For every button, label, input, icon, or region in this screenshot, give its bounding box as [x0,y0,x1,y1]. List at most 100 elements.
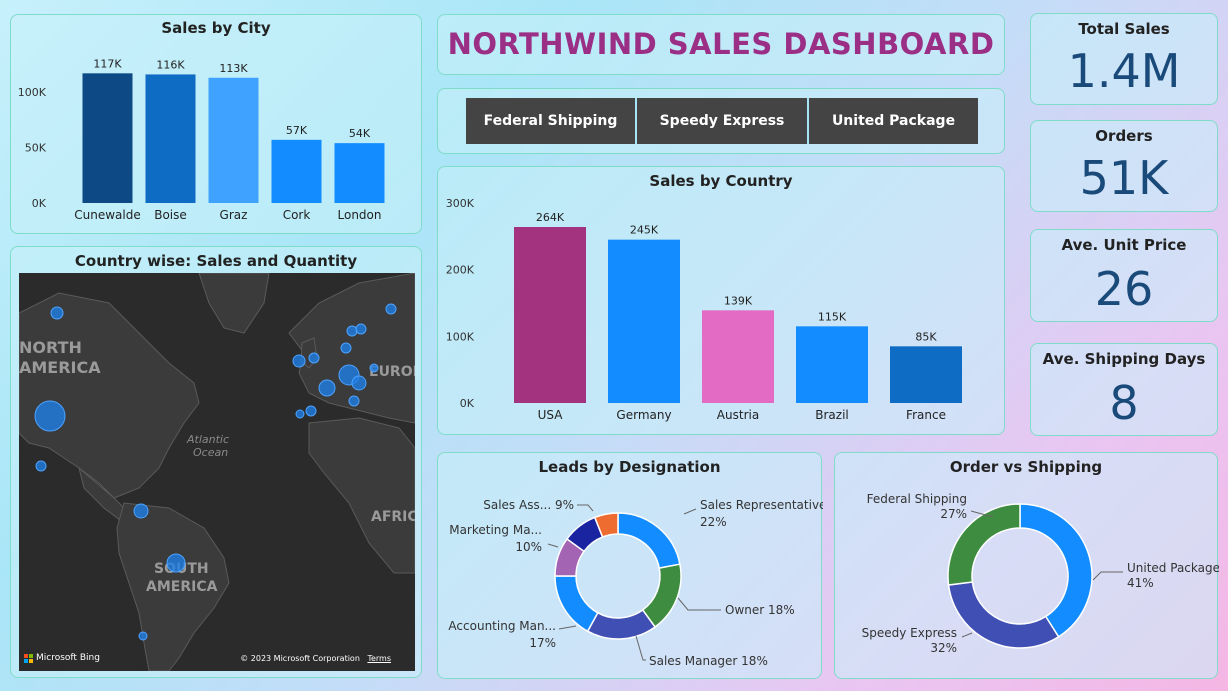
country-bar[interactable] [796,326,868,403]
leads-leader-line [577,504,594,512]
slicer-united-package-button[interactable]: United Package [809,98,978,144]
world-map[interactable]: NORTH AMERICA SOUTH AMERICA Atlantic Oce… [19,273,415,671]
slicer-speedy-express-button[interactable]: Speedy Express [637,98,809,144]
country-data-label: 139K [724,294,753,307]
country-data-label: 115K [818,310,847,323]
shipping-slice[interactable] [947,503,1021,586]
city-data-label: 113K [219,62,248,75]
kpi-orders-value: 51K [1079,151,1169,205]
city-data-label: 57K [286,124,308,137]
leads-by-designation-chart: Sales Representative 22% Owner 18% Sales Ma… [448,498,823,668]
country-category-label: Brazil [815,408,849,422]
leads-slice-label: Owner 18% [725,603,795,617]
kpi-orders-label: Orders [1095,127,1153,145]
city-category-label: London [338,208,382,222]
leads-slice[interactable] [593,512,619,538]
shipping-slice-label: Federal Shipping [867,492,967,506]
map-bubble [35,460,47,472]
title-card: NORTHWIND SALES DASHBOARD [437,14,1005,75]
map-bubble [318,379,336,397]
city-bar[interactable] [271,139,322,203]
order-vs-shipping-card: Order vs Shipping United Package 41% Speed… [834,452,1219,679]
country-ytick-label: 0K [460,397,475,410]
country-bar[interactable] [890,346,962,403]
map-svg: NORTH AMERICA SOUTH AMERICA Atlantic Oce… [19,273,415,671]
leads-slice-pct: 10% [515,540,542,554]
kpi-ave-unit-price-label: Ave. Unit Price [1061,236,1187,254]
kpi-ave-unit-price-value: 26 [1094,262,1154,316]
shipper-slicer-card: Federal Shipping Speedy Express United P… [437,88,1005,154]
city-bar[interactable] [82,73,133,203]
africa-landmass [308,417,415,574]
city-bar[interactable] [145,74,196,203]
dashboard-title: NORTHWIND SALES DASHBOARD [447,27,995,61]
country-bar[interactable] [608,239,680,403]
order-vs-shipping-title: Order vs Shipping [949,458,1103,476]
shipping-slice-pct: 41% [1127,576,1154,590]
kpi-total-sales-value: 1.4M [1067,44,1181,98]
leads-leader-line [558,625,577,630]
sales-by-country-card: Sales by Country 0K 100K 200K 300K 264K USA 24… [437,166,1005,435]
map-bubble [355,323,367,335]
city-category-label: Graz [220,208,248,222]
map-bubble [295,409,305,419]
greenland-landmass [198,273,270,334]
shipping-leader-line [1092,571,1123,581]
shipping-leader-line [970,510,994,518]
country-category-label: USA [538,408,564,422]
leads-slice[interactable] [617,512,681,570]
shipping-slice[interactable] [947,581,1060,649]
map-bubble [340,342,352,354]
north-america-landmass [19,292,200,499]
leads-slice-label: Accounting Man... [448,619,556,633]
leads-slice[interactable] [554,575,599,633]
map-bubble [351,375,367,391]
country-bar[interactable] [514,227,586,403]
map-label-europe: EUROPE [369,364,415,380]
leads-slice-pct: 17% [529,636,556,650]
city-ytick-label: 0K [32,197,47,210]
sales-by-city-card: Sales by City 0K 50K 100K 117K Cunewalde 116K… [10,14,422,234]
kpi-orders-card: Orders 51K [1030,120,1218,212]
city-bar[interactable] [334,143,385,203]
map-bubble [308,352,320,364]
map-attribution: © 2023 Microsoft Corporation Terms [240,654,391,663]
map-bubble [292,354,306,368]
city-data-label: 54K [349,127,371,140]
kpi-ave-shipping-days-label: Ave. Shipping Days [1042,350,1206,368]
sales-by-country-chart: 0K 100K 200K 300K 264K USA 245K Germany 139K Aust… [446,197,962,422]
country-data-label: 85K [915,330,937,343]
shipping-slice-label: Speedy Express [862,626,957,640]
map-label-ocean-1: Atlantic [186,433,229,446]
city-data-label: 117K [93,57,122,70]
shipping-slice[interactable] [1019,503,1093,638]
city-bar[interactable] [208,77,259,203]
leads-leader-line [635,635,646,661]
map-label-north-america-1: NORTH [19,338,82,357]
country-data-label: 264K [536,211,565,224]
shipping-slice-label: United Package [1127,561,1219,575]
shipping-slice-pct: 32% [930,641,957,655]
sales-by-city-chart: 0K 50K 100K 117K Cunewalde 116K Boise 113K Graz 5… [18,57,385,222]
leads-leader-line [677,597,721,611]
kpi-total-sales-card: Total Sales 1.4M [1030,13,1218,105]
city-ytick-label: 50K [25,142,47,155]
country-map-card: Country wise: Sales and Quantity NORTH A… [10,246,422,678]
map-bubble [133,503,149,519]
map-bubble [50,306,64,320]
leads-slice-label: Marketing Ma... [449,523,542,537]
leads-leader-line [547,543,559,548]
map-terms-link[interactable]: Terms [367,654,391,663]
country-bar[interactable] [702,310,774,403]
country-map-title: Country wise: Sales and Quantity [74,252,358,270]
map-bubble [348,395,360,407]
slicer-federal-shipping-button[interactable]: Federal Shipping [466,98,637,144]
map-bubble [34,400,66,432]
shipping-leader-line [961,632,973,638]
leads-slice-pct: 22% [700,515,727,529]
leads-slice-label: Sales Ass... 9% [483,498,574,512]
city-category-label: Cunewalde [74,208,140,222]
kpi-ave-shipping-days-card: Ave. Shipping Days 8 [1030,343,1218,436]
sales-by-country-title: Sales by Country [649,172,793,190]
